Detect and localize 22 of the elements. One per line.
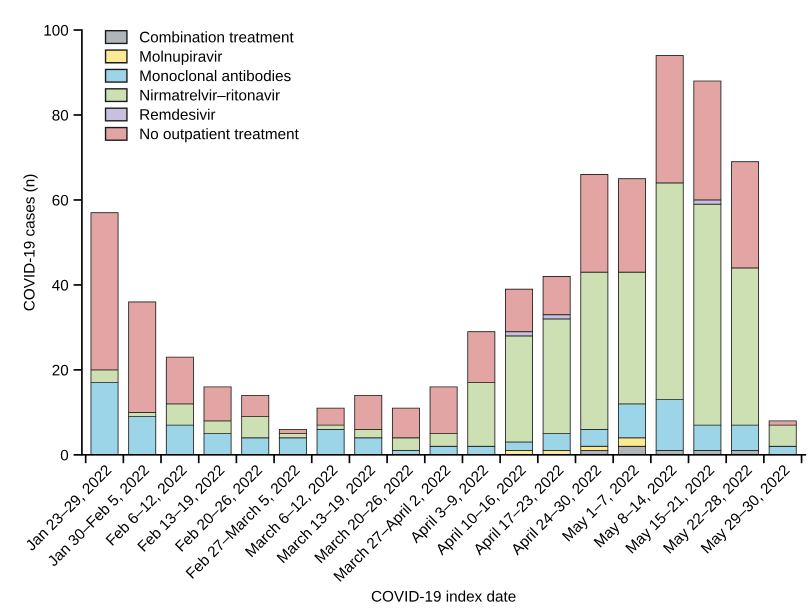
bar — [128, 416, 156, 455]
y-tick-label: 60 — [52, 194, 68, 206]
legend-label: Nirmatrelvir–ritonavir — [140, 89, 280, 101]
bar — [128, 301, 156, 413]
y-tick-label: 20 — [52, 364, 68, 376]
bar — [278, 428, 307, 434]
legend-label: Monoclonal antibodies — [140, 70, 291, 82]
x-axis-title: COVID-19 index date — [372, 590, 516, 602]
bar — [316, 428, 345, 455]
bar — [693, 80, 722, 200]
y-axis-title: COVID-19 cases (n) — [23, 174, 38, 310]
y-tick-label: 40 — [52, 280, 68, 291]
legend-label: Combination treatment — [140, 31, 294, 42]
y-tick-label: 80 — [52, 110, 68, 121]
bar — [316, 408, 345, 426]
bar — [504, 288, 533, 332]
legend-label: Molnupiravir — [140, 50, 222, 65]
legend-label: No outpatient treatment — [140, 128, 299, 142]
y-tick-label: 100 — [44, 24, 68, 36]
y-tick-label: 0 — [60, 450, 68, 461]
bar — [542, 276, 571, 316]
legend-label: Remdesivir — [140, 108, 216, 120]
